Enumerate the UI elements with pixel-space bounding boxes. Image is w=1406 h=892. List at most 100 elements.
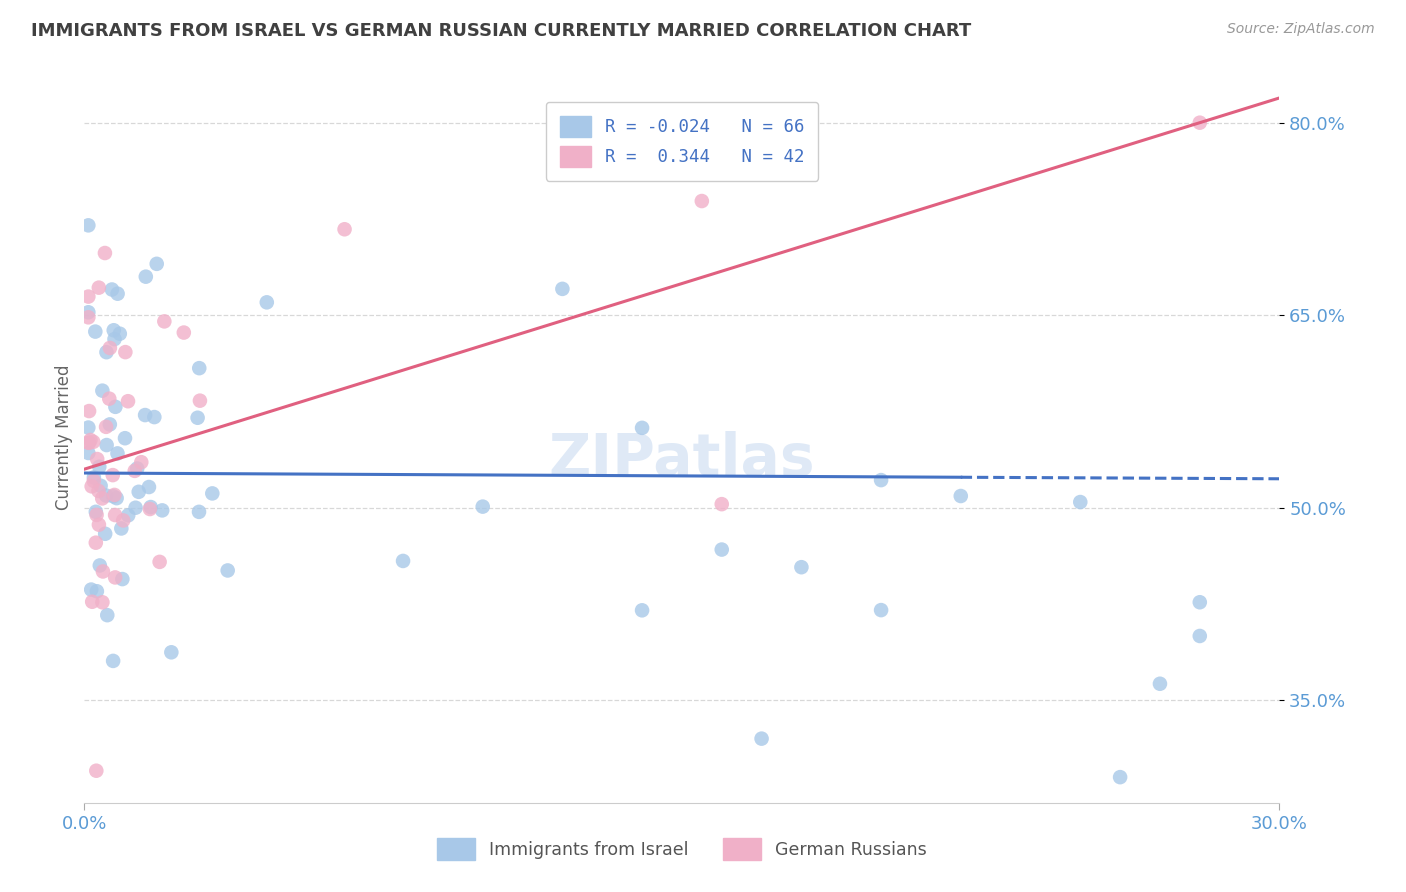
Point bbox=[77, 310, 100, 325]
Point bbox=[160, 645, 183, 659]
Point bbox=[751, 731, 773, 746]
Point bbox=[551, 282, 574, 296]
Point bbox=[84, 325, 107, 339]
Point bbox=[128, 484, 150, 499]
Point bbox=[103, 323, 125, 337]
Point bbox=[111, 572, 134, 586]
Point bbox=[77, 446, 100, 460]
Point bbox=[187, 410, 209, 425]
Point bbox=[77, 289, 100, 303]
Point bbox=[107, 286, 129, 301]
Point bbox=[135, 269, 157, 284]
Point bbox=[153, 314, 176, 328]
Point bbox=[1149, 677, 1171, 691]
Point bbox=[83, 474, 105, 488]
Point bbox=[77, 435, 100, 450]
Point bbox=[103, 488, 125, 502]
Point bbox=[471, 500, 494, 514]
Point bbox=[1109, 770, 1132, 784]
Point bbox=[790, 560, 813, 574]
Point bbox=[145, 257, 167, 271]
Point bbox=[87, 280, 110, 294]
Point bbox=[173, 326, 195, 340]
Point bbox=[83, 470, 105, 484]
Text: ZIPatlas: ZIPatlas bbox=[548, 431, 815, 488]
Point bbox=[91, 384, 114, 398]
Point bbox=[201, 486, 224, 500]
Point bbox=[91, 565, 114, 579]
Point bbox=[139, 500, 162, 514]
Point bbox=[94, 420, 117, 434]
Point bbox=[89, 459, 111, 474]
Point bbox=[77, 305, 100, 319]
Point bbox=[98, 392, 121, 406]
Point bbox=[98, 341, 121, 355]
Point bbox=[79, 433, 101, 447]
Point bbox=[1188, 629, 1211, 643]
Point bbox=[91, 491, 114, 506]
Point bbox=[188, 361, 211, 376]
Point bbox=[77, 420, 100, 434]
Point bbox=[138, 480, 160, 494]
Point bbox=[188, 505, 211, 519]
Point bbox=[110, 521, 132, 535]
Point bbox=[96, 608, 118, 623]
Point bbox=[89, 558, 111, 573]
Point bbox=[124, 464, 146, 478]
Point bbox=[80, 582, 103, 597]
Point bbox=[77, 404, 100, 418]
Point bbox=[86, 584, 108, 599]
Point bbox=[1069, 495, 1091, 509]
Point bbox=[870, 603, 893, 617]
Point bbox=[80, 479, 103, 493]
Point bbox=[96, 438, 118, 452]
Point bbox=[392, 554, 415, 568]
Point bbox=[107, 446, 129, 460]
Point bbox=[690, 194, 713, 208]
Point bbox=[94, 246, 117, 260]
Point bbox=[86, 452, 108, 467]
Point bbox=[101, 654, 124, 668]
Point bbox=[101, 283, 124, 297]
Point bbox=[1188, 116, 1211, 130]
Point bbox=[217, 564, 239, 578]
Point bbox=[631, 603, 654, 617]
Point bbox=[87, 483, 110, 498]
Point bbox=[87, 517, 110, 532]
Point bbox=[84, 535, 107, 549]
Point bbox=[104, 400, 127, 414]
Point bbox=[150, 503, 173, 517]
Point bbox=[134, 408, 156, 422]
Point bbox=[86, 764, 108, 778]
Point bbox=[710, 497, 733, 511]
Point bbox=[77, 219, 100, 233]
Point bbox=[108, 326, 131, 341]
Point bbox=[117, 508, 139, 523]
Point bbox=[103, 489, 125, 503]
Point bbox=[101, 468, 124, 483]
Point bbox=[333, 222, 356, 236]
Point bbox=[82, 595, 104, 609]
Text: IMMIGRANTS FROM ISRAEL VS GERMAN RUSSIAN CURRENTLY MARRIED CORRELATION CHART: IMMIGRANTS FROM ISRAEL VS GERMAN RUSSIAN… bbox=[31, 22, 972, 40]
Point bbox=[129, 455, 152, 469]
Point bbox=[90, 479, 112, 493]
Point bbox=[143, 410, 166, 425]
Point bbox=[188, 393, 211, 408]
Point bbox=[104, 570, 127, 584]
Point bbox=[949, 489, 972, 503]
Point bbox=[91, 595, 114, 609]
Point bbox=[104, 508, 127, 522]
Point bbox=[710, 542, 733, 557]
Legend: Immigrants from Israel, German Russians: Immigrants from Israel, German Russians bbox=[430, 831, 934, 867]
Point bbox=[631, 421, 654, 435]
Point bbox=[124, 500, 146, 515]
Point bbox=[139, 502, 162, 516]
Point bbox=[117, 394, 139, 409]
Text: Source: ZipAtlas.com: Source: ZipAtlas.com bbox=[1227, 22, 1375, 37]
Point bbox=[94, 526, 117, 541]
Point bbox=[94, 489, 117, 503]
Point bbox=[256, 295, 278, 310]
Point bbox=[86, 508, 108, 522]
Point bbox=[149, 555, 172, 569]
Point bbox=[84, 505, 107, 519]
